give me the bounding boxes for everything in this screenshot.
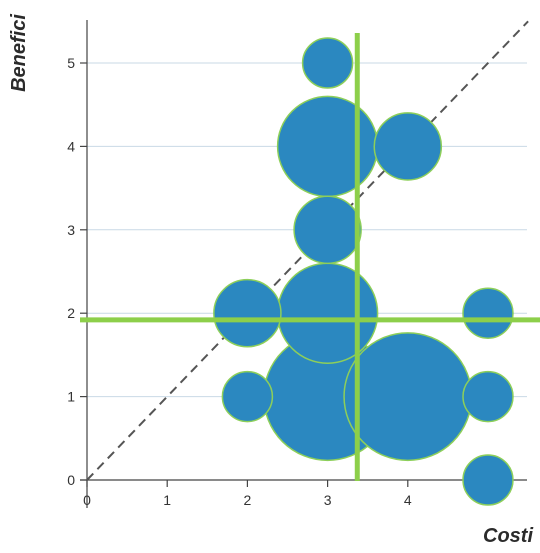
y-tick-label: 1 [67,389,75,405]
bubble-point [213,278,282,348]
x-tick-label: 1 [163,492,171,508]
y-tick-label: 3 [67,222,75,238]
bubble-point [301,37,354,89]
y-tick-label: 4 [67,138,75,154]
y-tick-label: 5 [67,55,75,71]
bubble-point [276,95,379,198]
x-axis-title: Costi [483,525,533,547]
bubble-point [373,112,443,181]
y-tick-label: 2 [67,305,75,321]
bubble-point [462,287,514,339]
bubble-point [276,262,379,364]
y-tick-label: 0 [67,472,75,488]
x-tick-label: 3 [324,492,332,508]
bubble-point [221,370,274,423]
bubbles [213,37,514,506]
x-tick-label: 0 [83,492,91,508]
x-tick-label: 2 [244,492,252,508]
bubble-point [293,195,362,265]
bubble-point [462,370,514,423]
bubble-point [462,454,514,506]
y-axis-title: Benefici [8,14,30,92]
x-tick-label: 4 [404,492,412,508]
bubble-point [343,332,473,462]
y-axis-ticks: 0 1 2 3 4 5 [67,55,87,488]
